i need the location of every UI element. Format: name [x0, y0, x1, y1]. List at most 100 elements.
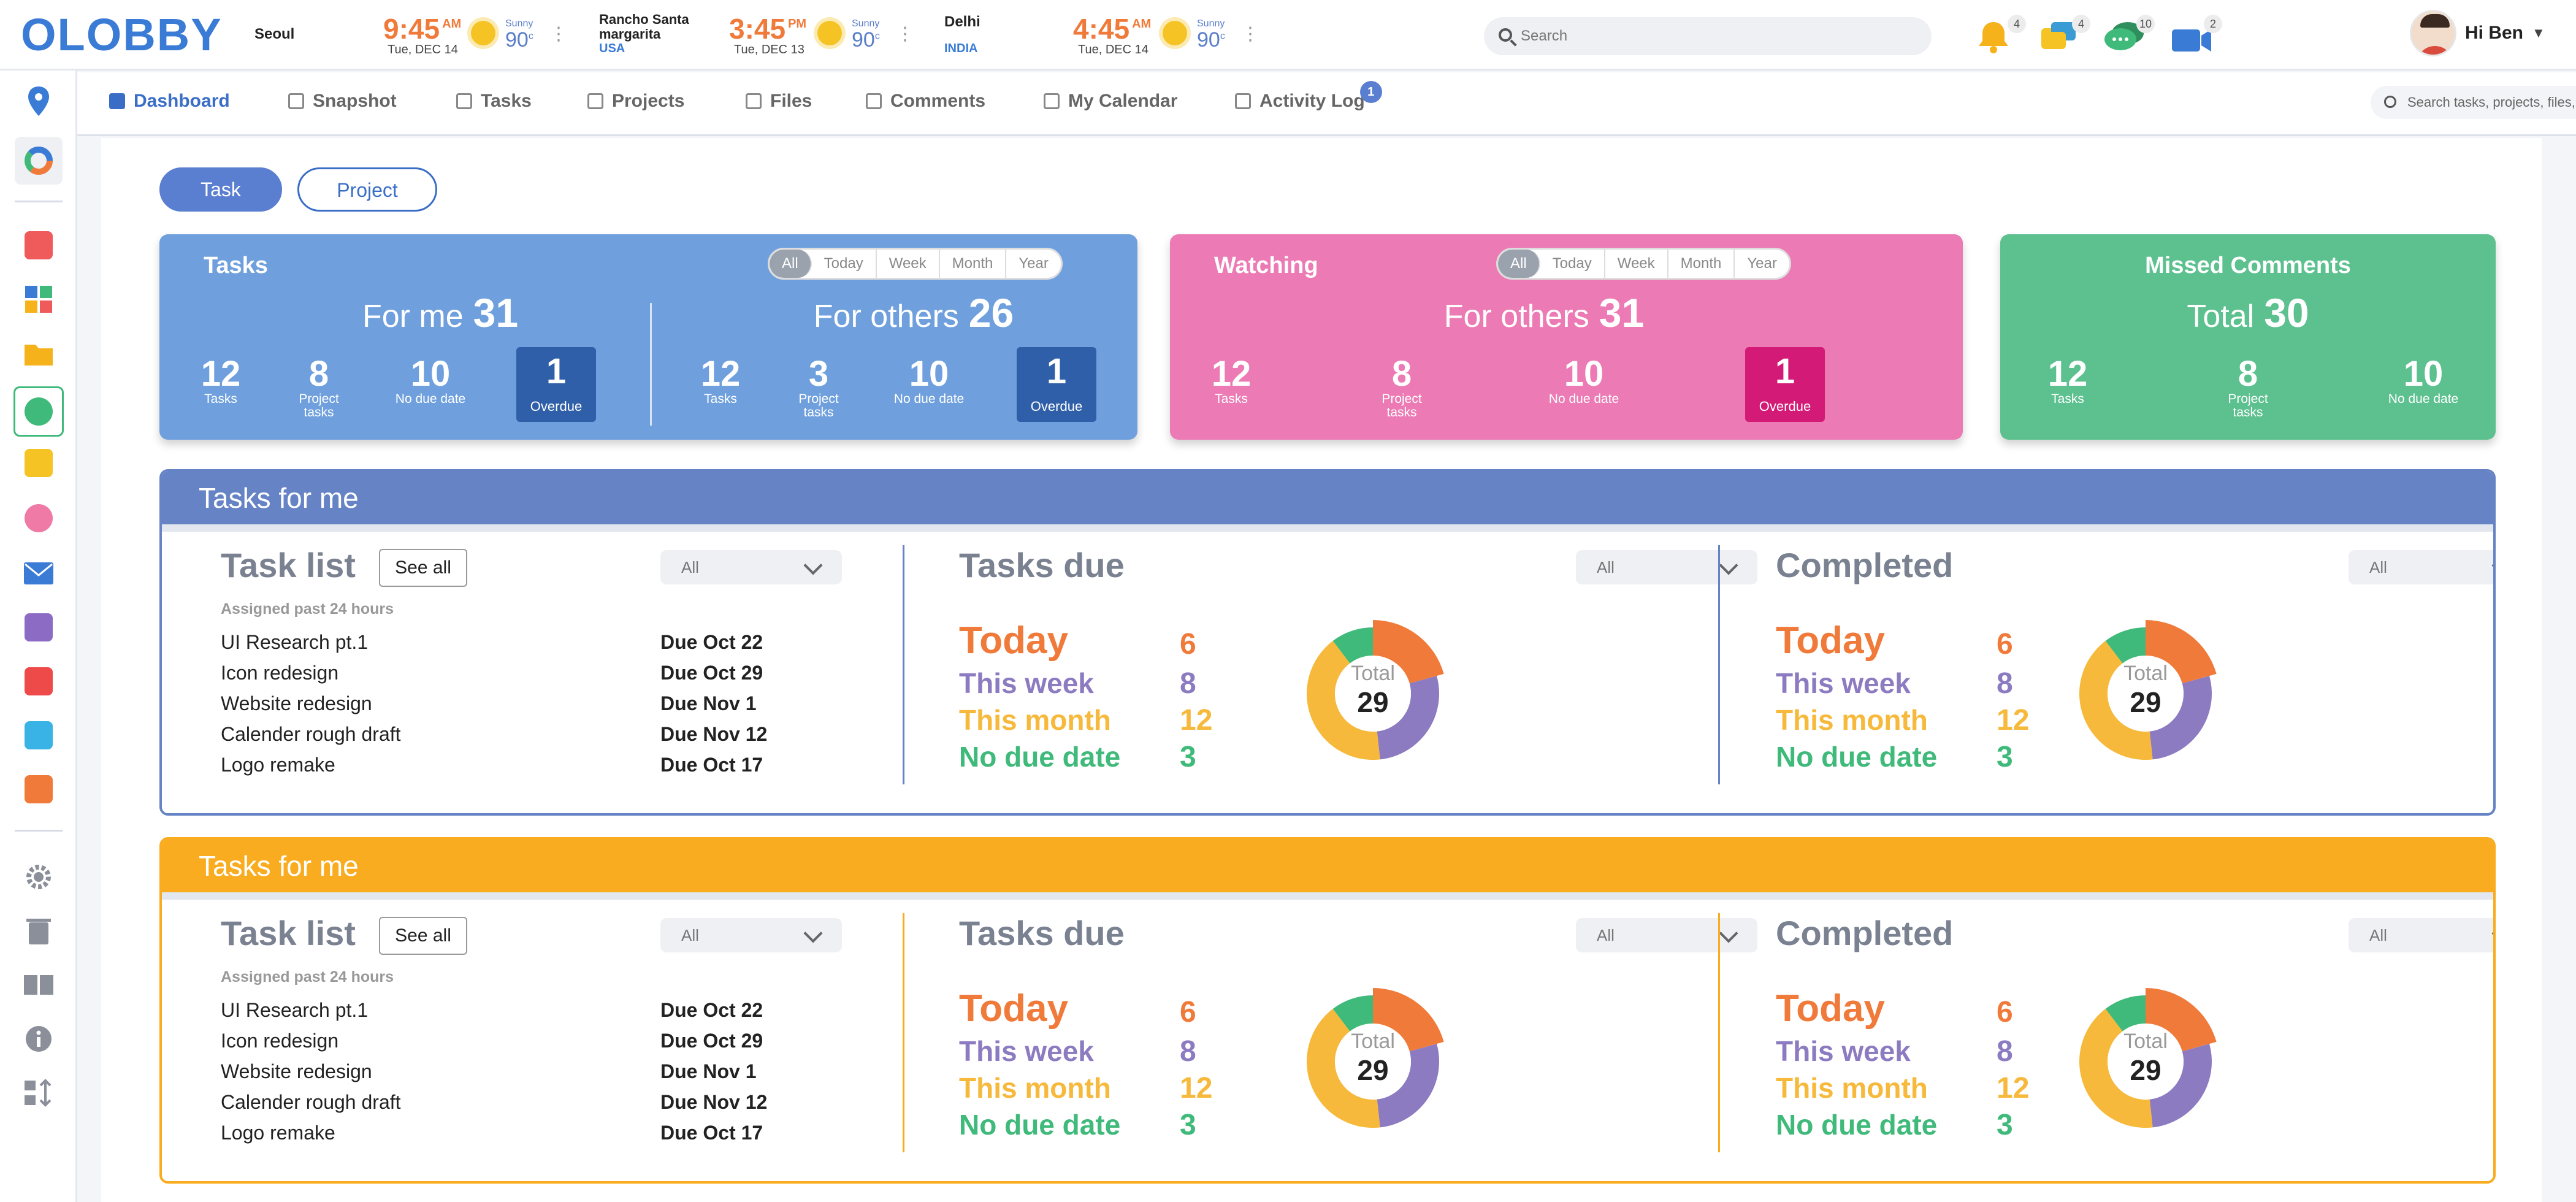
completed-filter-dropdown[interactable]: All [2349, 550, 2493, 584]
filter-week[interactable]: Week [877, 250, 940, 278]
chat-bubbles-icon[interactable]: 4 [2039, 15, 2090, 55]
stat-tasks[interactable]: 12 Tasks [201, 354, 241, 406]
stat-no-due-date[interactable]: 10 No due date [395, 354, 466, 406]
calendar-icon[interactable] [20, 227, 57, 264]
project-toggle-button[interactable]: Project [297, 167, 437, 212]
currency-icon[interactable] [20, 771, 57, 808]
donut-slice-no-due-date[interactable] [2105, 627, 2146, 664]
stat-overdue[interactable]: 1 Overdue [1745, 347, 1825, 422]
filter-month[interactable]: Month [1668, 250, 1735, 278]
filter-today[interactable]: Today [1540, 250, 1605, 278]
trash-icon[interactable] [20, 913, 57, 949]
timer-icon[interactable] [20, 500, 57, 537]
video-icon[interactable]: 2 [2171, 15, 2222, 55]
clock-icon[interactable] [20, 717, 57, 754]
task-name[interactable]: Website redesign [221, 692, 372, 714]
filter-all[interactable]: All [770, 250, 812, 278]
filter-year[interactable]: Year [1019, 255, 1049, 272]
tab-tasks[interactable]: Tasks [456, 91, 532, 112]
task-name[interactable]: Icon redesign [221, 662, 339, 684]
donut-slice-this-week[interactable] [1377, 1044, 1439, 1128]
task-list-filter-dropdown[interactable]: All [660, 918, 842, 952]
avatar[interactable] [2410, 10, 2456, 56]
donut-slice-today[interactable] [2146, 988, 2217, 1052]
stat-project-tasks[interactable]: 8 Project tasks [2228, 354, 2268, 419]
stat-project-tasks[interactable]: 8 Project tasks [299, 354, 339, 419]
location-icon[interactable] [20, 83, 57, 120]
donut-slice-this-week[interactable] [2149, 1044, 2212, 1128]
stat-overdue[interactable]: 1 Overdue [1017, 347, 1096, 422]
filter-all[interactable]: All [1498, 250, 1540, 278]
completed-filter-dropdown[interactable]: All [2349, 918, 2493, 952]
apps-icon[interactable] [20, 281, 57, 318]
task-name[interactable]: Logo remake [221, 754, 335, 776]
user-menu[interactable]: Hi Ben ▼ [2410, 10, 2545, 56]
more-icon[interactable]: ⋮ [1241, 24, 1259, 44]
stat-no-due-date[interactable]: 10 No due date [2388, 354, 2459, 406]
task-list-filter-dropdown[interactable]: All [660, 550, 842, 584]
stat-tasks[interactable]: 12 Tasks [1211, 354, 1252, 406]
nav-search-input[interactable]: Search tasks, projects, files, etc [2371, 86, 2576, 119]
tab-activity-log[interactable]: Activity Log 1 [1235, 81, 1382, 112]
stat-tasks[interactable]: 12 Tasks [2047, 354, 2088, 406]
task-name[interactable]: Logo remake [221, 1122, 335, 1144]
tab-my-calendar[interactable]: My Calendar [1044, 91, 1177, 112]
donut-slice-no-due-date[interactable] [1332, 627, 1373, 664]
more-icon[interactable]: ⋮ [896, 24, 914, 44]
settings-icon[interactable] [20, 859, 57, 895]
global-search-input[interactable]: Search [1484, 17, 1932, 55]
donut-slice-no-due-date[interactable] [2105, 995, 2146, 1032]
task-name[interactable]: Website redesign [221, 1060, 372, 1082]
see-all-button[interactable]: See all [379, 917, 467, 955]
stat-tasks[interactable]: 12 Tasks [700, 354, 741, 406]
due-filter-dropdown[interactable]: All [1576, 550, 1757, 584]
tab-comments[interactable]: Comments [866, 91, 985, 112]
app-logo[interactable]: OLOBBY [21, 9, 223, 60]
task-name[interactable]: Calender rough draft [221, 723, 401, 745]
donut-slice-no-due-date[interactable] [1332, 995, 1373, 1032]
more-icon[interactable]: ⋮ [549, 24, 568, 44]
pdf-icon[interactable] [20, 663, 57, 700]
stat-no-due-date[interactable]: 10 No due date [893, 354, 965, 406]
donut-slice-today[interactable] [1373, 988, 1444, 1052]
donut-slice-this-month[interactable] [2079, 641, 2153, 760]
caret-down-icon[interactable]: ▼ [2532, 25, 2545, 40]
donut-slice-today[interactable] [1373, 620, 1444, 684]
notes-icon[interactable] [20, 445, 57, 481]
task-name[interactable]: Calender rough draft [221, 1091, 401, 1113]
tab-snapshot[interactable]: Snapshot [288, 91, 397, 112]
tab-dashboard[interactable]: Dashboard [109, 91, 230, 112]
task-toggle-button[interactable]: Task [159, 167, 282, 212]
donut-slice-this-month[interactable] [1307, 1009, 1380, 1128]
stat-no-due-date[interactable]: 10 No due date [1548, 354, 1619, 406]
donut-slice-this-month[interactable] [1307, 641, 1380, 760]
stat-project-tasks[interactable]: 8 Project tasks [1382, 354, 1422, 419]
mail-icon[interactable] [20, 555, 57, 592]
filter-week[interactable]: Week [1605, 250, 1668, 278]
stat-project-tasks[interactable]: 3 Project tasks [798, 354, 839, 419]
tab-files[interactable]: Files [746, 91, 812, 112]
filter-month[interactable]: Month [940, 250, 1007, 278]
stat-overdue[interactable]: 1 Overdue [516, 347, 596, 422]
donut-slice-today[interactable] [2146, 620, 2217, 684]
task-name[interactable]: UI Research pt.1 [221, 999, 369, 1021]
message-icon[interactable]: 10 [2103, 15, 2155, 55]
share-icon[interactable] [20, 609, 57, 646]
filter-today[interactable]: Today [812, 250, 877, 278]
due-filter-dropdown[interactable]: All [1576, 918, 1757, 952]
folder-icon[interactable] [20, 335, 57, 372]
task-name[interactable]: Icon redesign [221, 1030, 339, 1052]
see-all-button[interactable]: See all [379, 549, 467, 587]
book-icon[interactable] [20, 967, 57, 1003]
tab-projects[interactable]: Projects [587, 91, 684, 112]
filter-year[interactable]: Year [1747, 255, 1777, 272]
donut-slice-this-week[interactable] [2149, 676, 2212, 760]
sort-icon[interactable] [20, 1074, 57, 1111]
bell-icon[interactable]: 4 [1974, 15, 2026, 55]
dashboard-icon[interactable] [15, 137, 63, 185]
donut-slice-this-week[interactable] [1377, 676, 1439, 760]
tasks-icon[interactable] [13, 386, 64, 437]
info-icon[interactable] [20, 1020, 57, 1057]
donut-slice-this-month[interactable] [2079, 1009, 2153, 1128]
task-name[interactable]: UI Research pt.1 [221, 631, 369, 653]
